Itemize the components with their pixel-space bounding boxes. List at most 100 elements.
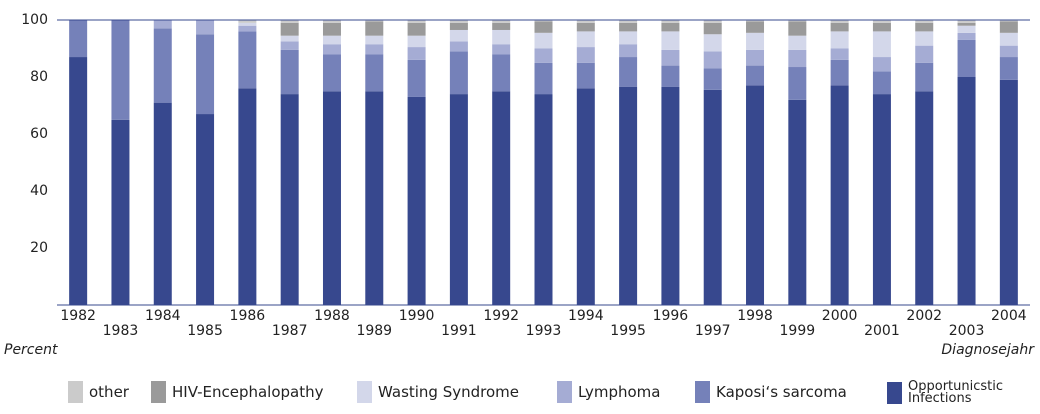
bar-segment (365, 91, 384, 305)
bar-segment (576, 88, 595, 306)
bar-segment (661, 20, 680, 23)
bar-segment (322, 20, 341, 23)
legend-item: other (68, 381, 129, 403)
bar-segment (915, 62, 934, 92)
bar-segment (957, 32, 976, 40)
x-tick-label: 1991 (441, 323, 477, 339)
bar-segment (238, 31, 257, 89)
bar-segment (661, 86, 680, 305)
bar-segment (407, 96, 426, 305)
bar-segment (492, 44, 511, 55)
bar-segment (407, 22, 426, 36)
legend-swatch (151, 381, 166, 403)
bar-segment (788, 20, 807, 22)
legend-label: other (89, 382, 129, 401)
x-tick-label: 1984 (145, 308, 181, 324)
bar-segment (492, 22, 511, 30)
legend-item: Wasting Syndrome (357, 381, 519, 403)
x-tick-label: 2003 (949, 323, 985, 339)
bar-segment (449, 20, 468, 23)
bar-segment (872, 20, 891, 23)
x-tick-label: 1983 (103, 323, 139, 339)
bar-segment (492, 20, 511, 23)
bar-segment (280, 35, 299, 42)
bar-segment (872, 57, 891, 72)
bar-segment (788, 99, 807, 305)
legend-swatch (695, 381, 710, 403)
bar-segment (999, 79, 1018, 305)
y-tick-label: 100 (21, 12, 48, 28)
bar-segment (111, 119, 130, 305)
x-tick-label: 2002 (906, 308, 942, 324)
bar-segment (788, 21, 807, 36)
bar-segment (492, 54, 511, 92)
x-tick-label: 2000 (822, 308, 858, 324)
bar-segment (196, 34, 215, 115)
bar-segment (788, 35, 807, 50)
bar-segment (322, 44, 341, 55)
bar-segment (449, 94, 468, 305)
x-tick-label: 1987 (272, 323, 308, 339)
bar-segment (111, 20, 130, 120)
bar-segment (449, 41, 468, 52)
bar-segment (619, 20, 638, 23)
bar-segment (788, 49, 807, 68)
legend-item: Kaposi‘s sarcoma (695, 381, 847, 403)
x-tick-label: 1989 (356, 323, 392, 339)
x-tick-label: 2004 (991, 308, 1027, 324)
bar-segment (703, 89, 722, 305)
bar-segment (915, 22, 934, 32)
bar-segment (746, 85, 765, 305)
bar-segment (534, 21, 553, 33)
bar-segment (746, 49, 765, 66)
bar-segment (492, 91, 511, 305)
bar-segment (619, 86, 638, 305)
bar-segment (449, 22, 468, 30)
legend-swatch (887, 382, 902, 404)
bar-segment (365, 20, 384, 22)
bar-segment (957, 22, 976, 26)
bar-segment (365, 35, 384, 45)
bar-segment (830, 48, 849, 60)
bar-segment (407, 47, 426, 60)
legend-label: HIV-Encephalopathy (172, 382, 324, 401)
legend-label: Kaposi‘s sarcoma (716, 382, 847, 401)
bar-segment (576, 22, 595, 32)
bar-segment (619, 31, 638, 45)
bar-segment (957, 20, 976, 23)
legend-swatch (68, 381, 83, 403)
y-tick-label: 40 (30, 183, 48, 199)
y-axis-label: Percent (4, 342, 58, 358)
bar-segment (365, 44, 384, 55)
bar-segment (407, 20, 426, 23)
bar-segment (915, 31, 934, 46)
bar-segment (196, 114, 215, 305)
bar-segment (703, 68, 722, 90)
bar-segment (153, 28, 172, 103)
bar-segment (238, 88, 257, 306)
bar-segment (746, 20, 765, 22)
bar-segment (619, 57, 638, 87)
bar-segment (322, 54, 341, 92)
bar-segment (703, 51, 722, 69)
bar-segment (576, 62, 595, 89)
bar-segment (872, 22, 891, 32)
bar-segment (830, 31, 849, 49)
bar-segment (407, 35, 426, 48)
bar-segment (957, 77, 976, 305)
bar-segment (534, 94, 553, 305)
bar-segment (322, 35, 341, 45)
y-tick-label: 60 (30, 126, 48, 142)
bar-segment (69, 20, 88, 58)
legend-swatch (357, 381, 372, 403)
bar-segment (872, 71, 891, 95)
bar-segment (746, 21, 765, 33)
bar-segment (619, 44, 638, 58)
legend-swatch (557, 381, 572, 403)
bar-segment (280, 41, 299, 50)
bar-segment (703, 34, 722, 52)
bar-segment (534, 62, 553, 95)
bar-segment (153, 102, 172, 306)
